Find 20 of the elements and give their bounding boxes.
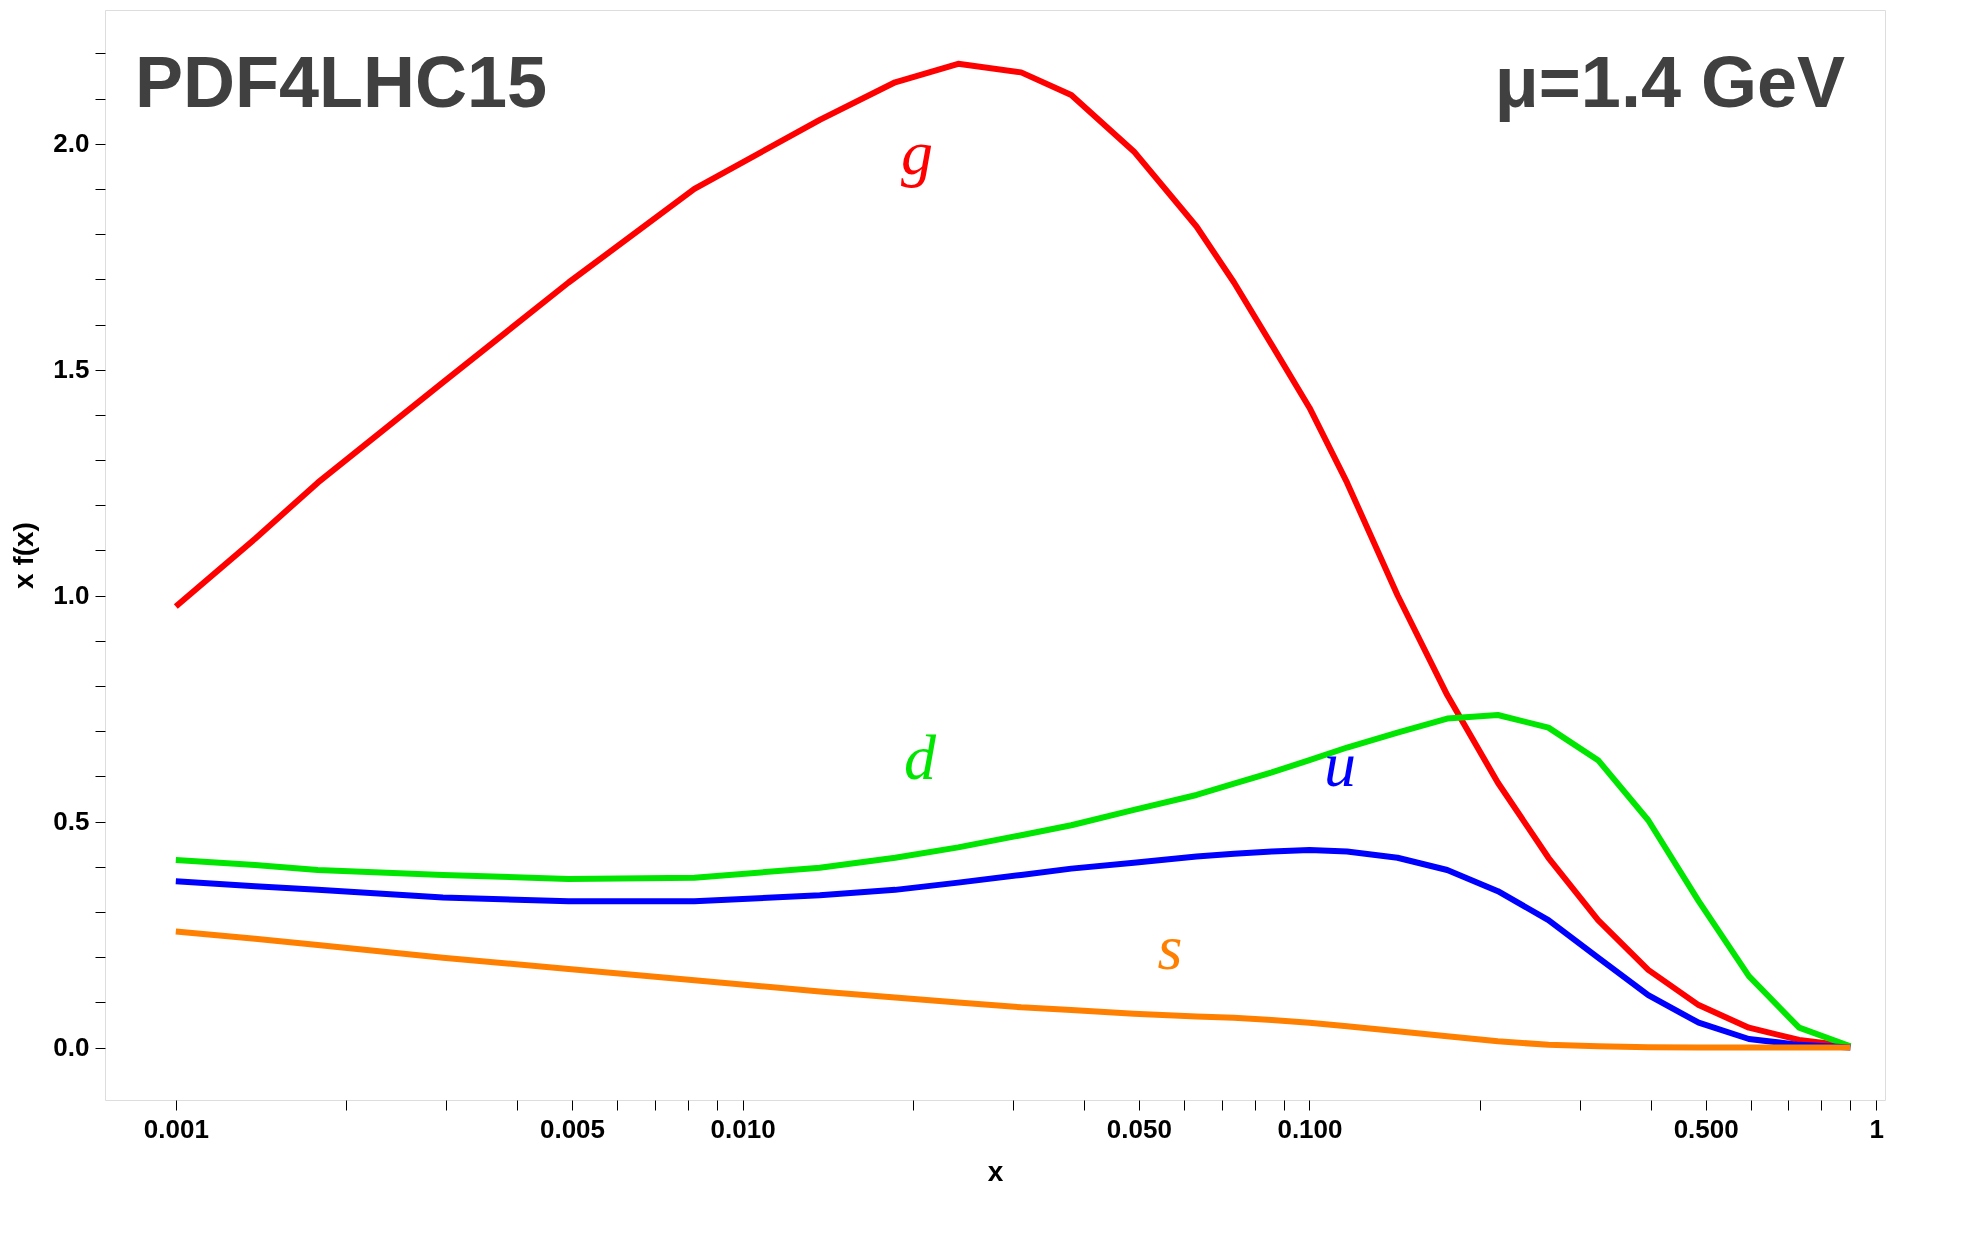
y-tick-label: 1.0: [53, 580, 90, 611]
x-axis-title: x: [987, 1155, 1004, 1187]
annotation: μ=1.4 GeV: [1494, 42, 1845, 122]
x-tick-label: 0.500: [1673, 1113, 1739, 1144]
x-tick-label: 1: [1869, 1113, 1885, 1144]
x-tick-label: 0.001: [143, 1113, 209, 1144]
y-tick-label: 2.0: [53, 128, 90, 159]
x-tick-label: 0.005: [539, 1113, 606, 1144]
y-tick-label: 0.5: [53, 806, 90, 837]
y-tick-label: 1.5: [53, 354, 90, 385]
series-label: d: [904, 722, 937, 793]
x-tick-label: 0.100: [1277, 1113, 1343, 1144]
x-tick-label: 0.050: [1106, 1113, 1172, 1144]
annotation: PDF4LHC15: [135, 42, 548, 122]
x-tick-label: 0.010: [710, 1113, 776, 1144]
series-label: g: [901, 117, 933, 188]
y-tick-label: 0.0: [53, 1032, 90, 1063]
y-axis-title: x f(x): [8, 522, 40, 589]
series-label: s: [1157, 912, 1183, 983]
series-label: u: [1324, 729, 1356, 800]
